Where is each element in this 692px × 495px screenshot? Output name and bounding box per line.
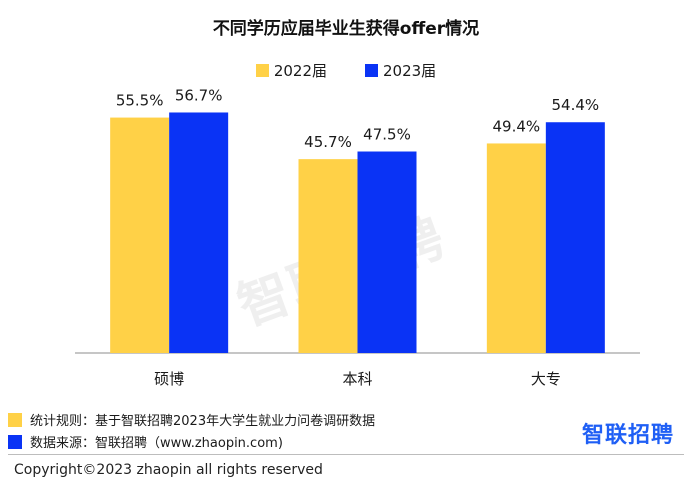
bar-2023届-硕博 [169, 112, 229, 353]
copyright: Copyright©2023 zhaopin all rights reserv… [14, 462, 323, 478]
legend-label-2023: 2023届 [383, 61, 437, 80]
legend-item-2023: 2023届 [365, 60, 436, 80]
footnote-swatch-blue [8, 434, 22, 449]
footnote-stat-rule: 统计规则：基于智联招聘2023年大学生就业力问卷调研数据 [8, 410, 375, 429]
bar-2022届-本科 [298, 159, 358, 353]
x-tick-label: 大专 [531, 370, 561, 388]
footer-divider [8, 454, 684, 455]
legend-label-2022: 2022届 [273, 61, 327, 80]
x-tick-label: 硕博 [154, 370, 184, 388]
data-label: 49.4% [493, 117, 541, 135]
legend-swatch-2023 [365, 63, 378, 77]
data-label: 45.7% [304, 133, 352, 151]
footnote-swatch-yellow [8, 412, 22, 427]
chart-legend: 2022届 2023届 [0, 60, 692, 80]
legend-swatch-2022 [255, 63, 269, 77]
bar-chart: 硕博 55.5% 56.7% 本科 45.7% 47.5% 大专 49.4% 54.4% [75, 86, 640, 388]
bar-2022届-硕博 [110, 117, 170, 354]
data-label: 54.4% [552, 96, 600, 114]
data-label: 55.5% [116, 92, 164, 110]
footnote-source: 数据来源：智联招聘（www.zhaopin.com) [8, 432, 283, 451]
bar-2023届-大专 [545, 122, 605, 353]
footnote-source-text: 数据来源：智联招聘（www.zhaopin.com) [30, 436, 283, 451]
chart-title: 不同学历应届毕业生获得offer情况 [212, 19, 480, 39]
footnote-stat-rule-text: 统计规则：基于智联招聘2023年大学生就业力问卷调研数据 [30, 414, 376, 429]
bar-2023届-本科 [357, 151, 417, 353]
bar-2022届-大专 [486, 143, 546, 353]
data-label: 47.5% [363, 126, 411, 144]
x-tick-label: 本科 [342, 370, 372, 388]
brand-logo: 智联招聘 [581, 423, 674, 448]
data-label: 56.7% [175, 86, 223, 104]
legend-item-2022: 2022届 [255, 60, 327, 80]
